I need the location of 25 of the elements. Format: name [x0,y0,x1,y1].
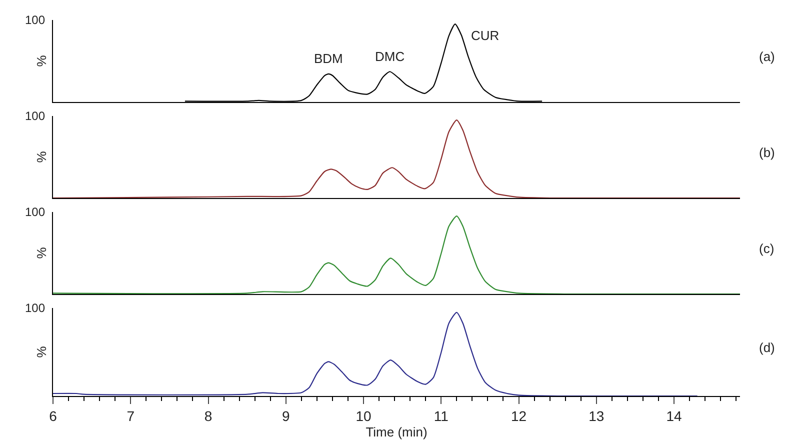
x-tick-label: 13 [588,408,604,424]
x-tick-label: 12 [510,408,527,424]
y-axis-title: % [34,150,49,163]
x-tick-label: 10 [356,408,372,424]
text: 100 [25,109,46,123]
text: (d) [759,340,775,355]
annotation: BDM [314,51,343,66]
text: 100 [25,205,46,219]
x-tick-label: 8 [204,408,212,424]
y-axis-title: % [34,346,49,358]
x-axis-title: Time (min) [366,424,428,440]
x-tick-label: 14 [666,408,682,424]
annotation: DMC [375,49,405,64]
text: (b) [759,145,775,160]
annotation: CUR [471,28,500,43]
text: 100 [25,13,46,27]
text: (c) [759,241,774,256]
x-tick-label: 11 [434,408,449,424]
x-tick-label: 6 [49,408,58,424]
text: (a) [759,49,775,64]
x-tick-label: 7 [126,408,135,424]
y-axis-title: % [34,246,49,259]
x-tick-label: 9 [282,408,290,424]
y-axis-title: % [34,54,49,67]
text: 100 [25,301,46,315]
